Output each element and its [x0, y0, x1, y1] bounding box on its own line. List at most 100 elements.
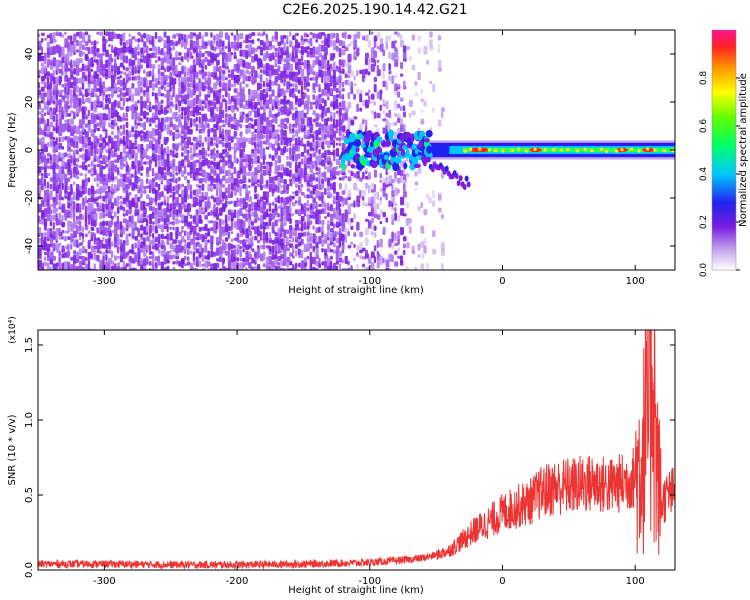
heatmap-cell [64, 92, 68, 99]
heatmap-cell [265, 125, 270, 135]
heatmap-cell [388, 63, 392, 71]
heatmap-cell [81, 82, 85, 90]
heatmap-cell [172, 254, 176, 259]
heatmap-cell [119, 125, 123, 130]
heatmap-cell [297, 220, 302, 225]
heatmap-cell [300, 238, 304, 245]
heatmap-cell [271, 213, 276, 220]
heatmap-blob [348, 132, 357, 143]
heatmap-cell [277, 265, 281, 270]
heatmap-cell [195, 268, 199, 270]
heatmap-cell [61, 203, 66, 213]
heatmap-cell [388, 75, 391, 82]
heatmap-cell [373, 201, 377, 210]
heatmap-cell [429, 197, 432, 204]
heatmap-cell [105, 249, 109, 254]
heatmap-cell [207, 261, 211, 267]
heatmap-cell [46, 255, 51, 262]
heatmap-cell [213, 101, 217, 108]
heatmap-cell [338, 113, 342, 123]
heatmap-cell [400, 123, 404, 130]
heatmap-cell [204, 158, 208, 166]
heatmap-cell [248, 171, 251, 177]
heatmap-cell [210, 227, 214, 232]
heatmap-cell [298, 269, 300, 270]
heatmap-cell [353, 257, 356, 262]
heatmap-cell [148, 213, 153, 220]
heatmap-cell [329, 213, 334, 222]
heatmap-cell [297, 65, 302, 71]
heatmap-cell [332, 181, 336, 191]
heatmap-cell [61, 214, 64, 222]
heatmap-cell [254, 185, 258, 190]
heatmap-cell [186, 57, 190, 63]
heatmap-cell [75, 176, 80, 180]
heatmap-cell [259, 68, 263, 74]
heatmap-cell [163, 123, 167, 131]
heatmap-cell [213, 128, 217, 137]
heatmap-cell [186, 76, 191, 83]
heatmap-cell [242, 257, 246, 263]
heatmap-cell [321, 219, 325, 226]
heatmap-cell [102, 71, 106, 78]
heatmap-cell [157, 209, 162, 217]
heatmap-cell [166, 202, 169, 210]
heatmap-cell [385, 217, 389, 223]
heatmap-cell [154, 201, 158, 206]
heatmap-cell [370, 109, 374, 115]
heatmap-cell [329, 232, 334, 242]
heatmap-cell [181, 65, 185, 69]
heatmap-cell [125, 151, 130, 158]
heatmap-cell [87, 163, 91, 168]
heatmap-cell [294, 39, 299, 48]
heatmap-cell [213, 89, 216, 98]
heatmap-cell [327, 236, 330, 241]
heatmap-cell [105, 197, 108, 204]
heatmap-cell [394, 261, 399, 267]
heatmap-cell [55, 94, 59, 101]
heatmap-cell [239, 75, 242, 80]
heatmap-cell [43, 131, 47, 137]
heatmap-cell [216, 187, 219, 197]
heatmap-cell [370, 188, 375, 193]
heatmap-cell [239, 239, 243, 245]
heatmap-cell [137, 38, 141, 43]
heatmap-cell [236, 226, 241, 231]
heatmap-cell [160, 167, 164, 176]
heatmap-cell [157, 183, 161, 191]
heatmap-cell [84, 137, 89, 143]
heatmap-cell [318, 83, 321, 92]
heatmap-cell [236, 81, 240, 85]
heatmap-cell [292, 201, 296, 207]
heatmap-cell [64, 152, 68, 158]
heatmap-cell [61, 160, 65, 167]
heatmap-cell [294, 200, 298, 204]
heatmap-cell [245, 128, 249, 135]
heatmap-cell [344, 197, 348, 206]
heatmap-cell [125, 164, 130, 172]
heatmap-cell [146, 117, 149, 123]
heatmap-cell [146, 92, 150, 101]
heatmap-cell [274, 129, 279, 137]
heatmap-blob [426, 145, 433, 154]
heatmap-cell [96, 227, 99, 234]
heatmap-cell [251, 182, 255, 187]
heatmap-cell [93, 208, 97, 215]
heatmap-cell [312, 46, 316, 54]
heatmap-cell [189, 99, 194, 108]
heatmap-cell [353, 34, 357, 40]
heatmap-cell [192, 202, 197, 208]
heatmap-cell [312, 89, 316, 94]
heatmap-cell [81, 125, 85, 133]
heatmap-peak [653, 148, 657, 152]
heatmap-cell [58, 59, 62, 67]
colorbar-label: Normalized spectral amplitude [738, 73, 749, 227]
heatmap-cell [64, 82, 68, 87]
y-tick-label: 0.5 [24, 487, 35, 503]
heatmap-cell [254, 101, 258, 109]
heatmap-cell [394, 232, 397, 242]
heatmap-cell [242, 205, 247, 210]
heatmap-cell [105, 113, 109, 120]
heatmap-cell [137, 208, 140, 216]
heatmap-cell [90, 226, 95, 231]
